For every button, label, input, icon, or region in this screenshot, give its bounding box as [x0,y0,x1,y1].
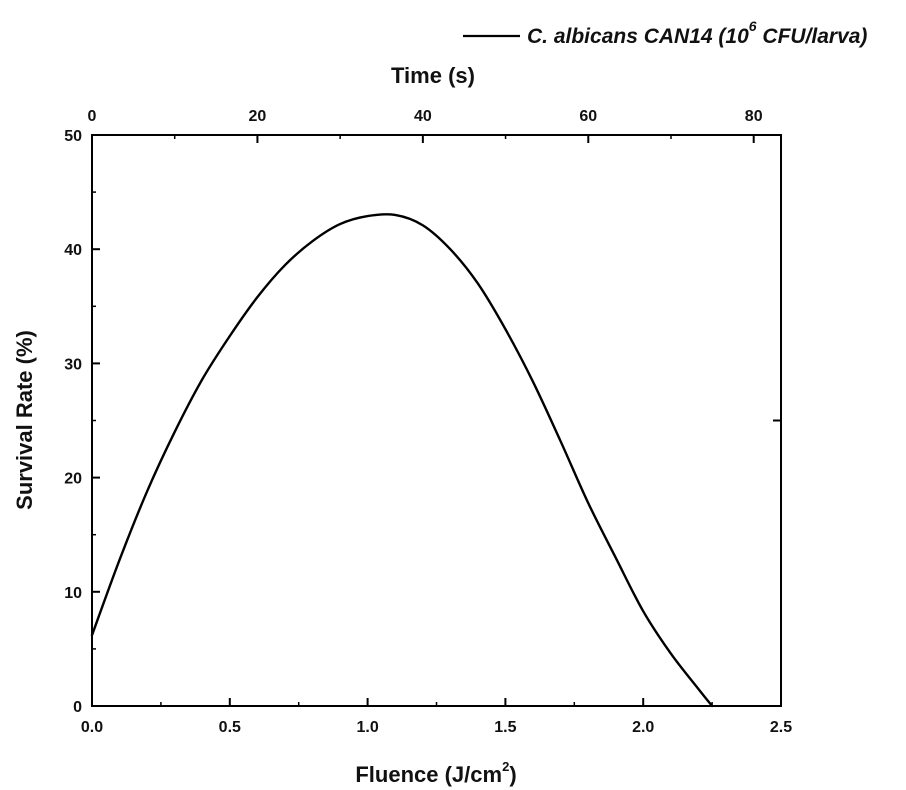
y-tick-label: 0 [73,699,82,716]
x-tick-label: 1.0 [356,719,378,736]
top-tick-label: 0 [88,108,97,125]
top-tick-label: 60 [579,108,597,125]
plot-frame [91,134,782,707]
x-axis-title: Fluence (J/cm2) [355,759,516,787]
x-tick-label: 2.0 [632,719,654,736]
top-tick-label: 80 [745,108,763,125]
y-tick-label: 50 [64,128,82,145]
y-tick-label: 40 [64,242,82,259]
x-tick-label: 1.5 [494,719,516,736]
top-axis: 0 20 40 60 80 [88,108,763,143]
legend: C. albicans CAN14 (106 CFU/larva) [463,18,867,48]
top-axis-title: Time (s) [391,63,475,88]
y-tick-label: 30 [64,356,82,373]
y-axis-title: Survival Rate (%) [12,330,37,510]
x-tick-label: 0.0 [81,719,103,736]
left-axis: 0 10 20 30 40 50 [64,128,100,716]
y-tick-label: 20 [64,471,82,488]
top-tick-label: 40 [414,108,432,125]
top-tick-label: 20 [249,108,267,125]
y-tick-label: 10 [64,585,82,602]
x-tick-label: 2.5 [770,719,792,736]
x-tick-label: 0.5 [219,719,241,736]
legend-label: C. albicans CAN14 (106 CFU/larva) [527,18,867,48]
bottom-axis: 0.0 0.5 1.0 1.5 2.0 2.5 [81,698,792,736]
series-line-c-albicans [90,213,714,708]
